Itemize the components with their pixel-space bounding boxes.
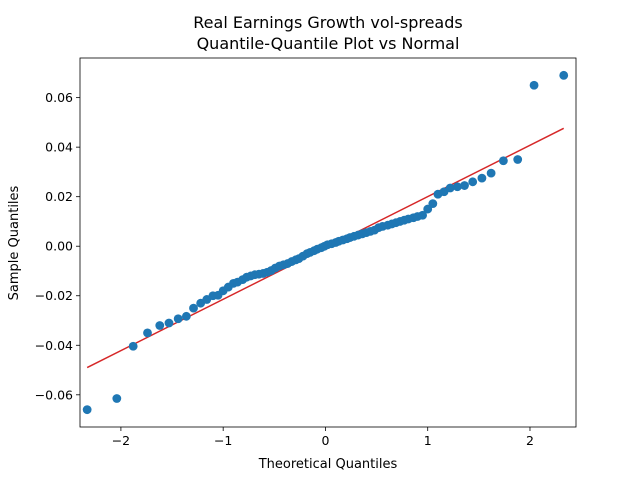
data-point-71 [477,173,487,183]
data-point-70 [468,177,478,187]
x-tick-label: 0 [321,433,329,448]
y-axis-label: Sample Quantiles [7,185,22,300]
x-tick-label: −1 [214,433,232,448]
plot-area: −2 −1 0 1 2 −0.06 −0.04 −0.02 0.00 0.02 0.04 0.06 [35,57,577,448]
plot-frame [79,57,577,428]
y-tick-label: 0.00 [45,239,73,254]
y-tick-label: −0.02 [35,288,73,303]
data-point-1 [112,394,122,403]
x-tick-label: 1 [424,433,432,448]
y-tick-label: 0.02 [45,189,73,204]
y-tick-label: −0.04 [35,338,73,353]
data-point-62 [418,210,427,220]
data-point-76 [559,70,569,80]
data-point-68 [452,182,462,192]
y-tick-label: 0.06 [45,90,73,105]
x-tick-label: 2 [526,433,534,448]
chart-title-line-2: Quantile-Quantile Plot vs Normal [197,34,460,53]
data-point-6 [173,314,183,324]
data-point-67 [445,183,455,193]
data-point-69 [460,181,469,190]
chart-title-line-1: Real Earnings Growth vol-spreads [193,13,462,32]
y-tick-label: −0.06 [35,387,73,402]
data-point-8 [189,303,198,313]
data-point-2 [128,341,138,351]
data-point-75 [529,80,539,90]
data-point-4 [155,321,165,330]
x-axis-label: Theoretical Quantiles [258,457,398,472]
data-point-64 [428,199,438,209]
data-point-74 [513,155,523,164]
x-tick-label: −2 [112,433,130,448]
data-point-0 [82,405,92,415]
data-point-5 [164,318,174,328]
data-point-73 [498,156,508,166]
data-point-72 [486,168,496,178]
data-point-3 [143,328,152,338]
data-point-7 [181,311,191,321]
y-tick-label: 0.04 [45,140,73,155]
